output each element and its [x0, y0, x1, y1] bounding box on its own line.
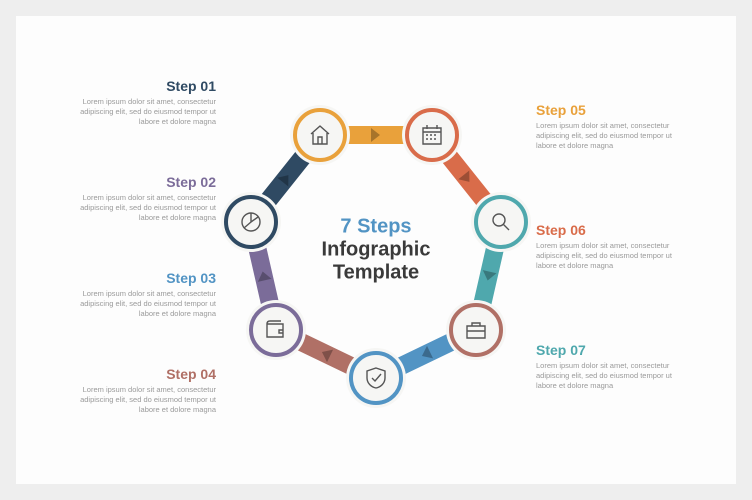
connector-arrow-6 — [277, 171, 294, 187]
connector-arrow-4 — [319, 346, 333, 363]
step-node-step07 — [474, 195, 528, 249]
node-ring — [349, 351, 403, 405]
step-node-step05 — [293, 108, 347, 162]
step-text-step05: Step 05 Lorem ipsum dolor sit amet, conse… — [536, 102, 691, 151]
step-body: Lorem ipsum dolor sit amet, consectetur … — [61, 193, 216, 223]
step-node-step02 — [249, 303, 303, 357]
step-node-step06 — [405, 108, 459, 162]
step-text-step01: Step 01 Lorem ipsum dolor sit amet, conse… — [61, 78, 216, 127]
step-node-step03 — [349, 351, 403, 405]
node-ring — [405, 108, 459, 162]
step-title: Step 05 — [536, 102, 691, 118]
node-ring — [249, 303, 303, 357]
node-ring — [449, 303, 503, 357]
step-node-step01 — [224, 195, 278, 249]
connector-arrow-3 — [419, 345, 433, 362]
step-title: Step 02 — [61, 174, 216, 190]
connector-arrow-0 — [371, 128, 380, 142]
step-title: Step 04 — [61, 366, 216, 382]
step-body: Lorem ipsum dolor sit amet, consectetur … — [536, 121, 691, 151]
step-title: Step 06 — [536, 222, 691, 238]
step-body: Lorem ipsum dolor sit amet, consectetur … — [61, 289, 216, 319]
step-text-step02: Step 02 Lorem ipsum dolor sit amet, conse… — [61, 174, 216, 223]
step-text-step03: Step 03 Lorem ipsum dolor sit amet, conse… — [61, 270, 216, 319]
step-title: Step 01 — [61, 78, 216, 94]
connector-arrow-1 — [458, 170, 475, 186]
step-node-step04 — [449, 303, 503, 357]
center-line2: Infographic — [322, 239, 431, 262]
center-label: 7 Steps Infographic Template — [322, 216, 431, 285]
center-line3: Template — [322, 262, 431, 285]
step-title: Step 07 — [536, 342, 691, 358]
center-line1: 7 Steps — [322, 216, 431, 239]
connector-arrow-2 — [481, 269, 497, 281]
node-ring — [293, 108, 347, 162]
step-text-step07: Step 07 Lorem ipsum dolor sit amet, conse… — [536, 342, 691, 391]
node-ring — [224, 195, 278, 249]
step-body: Lorem ipsum dolor sit amet, consectetur … — [536, 361, 691, 391]
step-body: Lorem ipsum dolor sit amet, consectetur … — [536, 241, 691, 271]
connector-arrow-5 — [256, 270, 272, 282]
step-text-step06: Step 06 Lorem ipsum dolor sit amet, conse… — [536, 222, 691, 271]
step-body: Lorem ipsum dolor sit amet, consectetur … — [61, 385, 216, 415]
infographic-canvas: 7 Steps Infographic Template Step 01 Lore… — [16, 16, 736, 484]
step-title: Step 03 — [61, 270, 216, 286]
step-body: Lorem ipsum dolor sit amet, consectetur … — [61, 97, 216, 127]
step-text-step04: Step 04 Lorem ipsum dolor sit amet, conse… — [61, 366, 216, 415]
node-ring — [474, 195, 528, 249]
